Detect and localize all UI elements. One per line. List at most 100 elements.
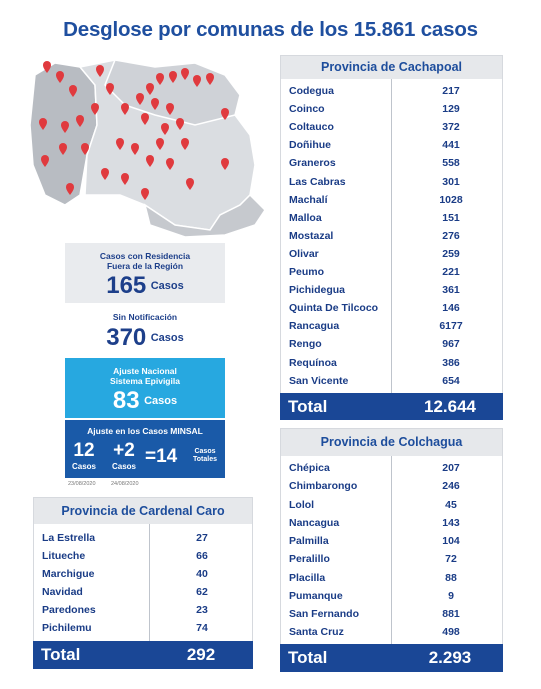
map-pin xyxy=(96,65,104,77)
map-pin xyxy=(106,83,114,95)
map-pins xyxy=(39,61,229,200)
box-result: =14 xyxy=(145,446,178,467)
map-pin xyxy=(59,143,67,155)
table-row: Pumanque 9 xyxy=(281,588,502,604)
map-province xyxy=(29,62,98,206)
box-unit: Casos xyxy=(144,395,178,407)
table-cardenal-caro: Provincia de Cardenal Caro La Estrella 27 L… xyxy=(33,497,253,669)
comuna-name: Graneros xyxy=(289,157,336,170)
comuna-cases: 1028 xyxy=(439,193,463,206)
table-row: Malloa 151 xyxy=(281,210,502,226)
comuna-cases: 221 xyxy=(442,266,460,278)
table-row: Chimbarongo 246 xyxy=(281,478,502,494)
comuna-name: Chépica xyxy=(289,462,330,474)
comuna-name: Coinco xyxy=(289,103,325,116)
comuna-name: Requínoa xyxy=(289,356,337,369)
table-row: Placilla 88 xyxy=(281,570,502,586)
comuna-name: Litueche xyxy=(42,549,86,562)
table-row: Nancagua 143 xyxy=(281,515,502,531)
map-pin xyxy=(166,103,174,115)
map-pin xyxy=(66,183,74,195)
comuna-cases: 246 xyxy=(442,480,460,493)
table-row: Rengo 967 xyxy=(281,336,502,352)
table-row: La Estrella 27 xyxy=(34,530,252,546)
comuna-cases: 45 xyxy=(445,498,457,511)
total-label: Total xyxy=(288,397,328,416)
comuna-cases: 146 xyxy=(442,302,460,315)
box-value: 165 xyxy=(106,272,147,299)
comuna-name: Coltauco xyxy=(289,121,334,134)
map-pin xyxy=(136,93,144,105)
comuna-cases: 23 xyxy=(196,603,208,616)
table-total: Total 292 xyxy=(33,641,253,669)
table-row: Santa Cruz 498 xyxy=(281,624,502,640)
table-row: Palmilla 104 xyxy=(281,533,502,549)
comuna-name: Olivar xyxy=(289,247,319,260)
comuna-cases: 361 xyxy=(442,284,460,297)
minsal-b: +2 Casos xyxy=(107,440,141,471)
comuna-name: San Fernando xyxy=(289,608,360,620)
comuna-name: Marchigue xyxy=(42,567,95,580)
map-pin xyxy=(151,98,159,110)
comuna-cases: 558 xyxy=(442,157,460,170)
table-row: Coltauco 372 xyxy=(281,119,502,135)
table-row: Lolol 45 xyxy=(281,497,502,513)
box-value: +2 xyxy=(113,440,135,461)
comuna-cases: 217 xyxy=(442,85,460,97)
comuna-name: Nancagua xyxy=(289,516,340,529)
map-pin xyxy=(56,71,64,83)
box-label: Sin Notificación xyxy=(112,312,178,322)
comuna-cases: 143 xyxy=(442,516,460,529)
map-pin xyxy=(41,155,49,167)
comuna-cases: 386 xyxy=(442,356,460,369)
comuna-name: Codegua xyxy=(289,85,334,97)
comuna-cases: 276 xyxy=(442,229,460,242)
comuna-cases: 259 xyxy=(442,247,460,260)
comuna-cases: 881 xyxy=(442,608,460,620)
comuna-name: San Vicente xyxy=(289,374,349,387)
comuna-cases: 104 xyxy=(442,535,460,547)
table-row: Chépica 207 xyxy=(281,460,502,476)
map-pin xyxy=(206,73,214,85)
box-unit: Casos xyxy=(71,462,96,471)
table-row: Graneros 558 xyxy=(281,155,502,171)
map-pin xyxy=(101,168,109,180)
comuna-name: Mostazal xyxy=(289,229,334,242)
box-result-unit: Casos Totales xyxy=(193,448,217,463)
comuna-name: Machalí xyxy=(289,193,328,206)
table-row: Coinco 129 xyxy=(281,101,502,117)
map-pin xyxy=(176,118,184,130)
table-row: Mostazal 276 xyxy=(281,228,502,244)
box-label: Ajuste Nacional Sistema Epivigila xyxy=(110,366,180,386)
map-pin xyxy=(69,85,77,97)
map-pin xyxy=(146,83,154,95)
comuna-cases: 372 xyxy=(442,121,460,134)
map-pin xyxy=(141,113,149,125)
comuna-name: Quinta De Tilcoco xyxy=(289,302,379,315)
table-row: Peralillo 72 xyxy=(281,551,502,567)
table-row: Requínoa 386 xyxy=(281,355,502,371)
table-row: Quinta De Tilcoco 146 xyxy=(281,300,502,316)
comuna-cases: 6177 xyxy=(439,320,463,333)
comuna-name: Rengo xyxy=(289,338,322,351)
comuna-cases: 654 xyxy=(442,374,460,387)
table-row: Pichidegua 361 xyxy=(281,282,502,298)
table-cachapoal: Provincia de Cachapoal Codegua 217 Coinco 12… xyxy=(280,55,503,420)
comuna-name: Malloa xyxy=(289,211,322,224)
table-row: Las Cabras 301 xyxy=(281,174,502,190)
table-row: Codegua 217 xyxy=(281,83,502,99)
map-pin xyxy=(221,158,229,170)
total-value: 292 xyxy=(186,645,216,664)
date-b: 24/08/2020 xyxy=(111,481,139,487)
map-pin xyxy=(146,155,154,167)
map-pin xyxy=(43,61,51,73)
table-header: Provincia de Cachapoal xyxy=(281,56,502,79)
map-pin xyxy=(121,103,129,115)
box-fuera: Casos con Residencia Fuera de la Región … xyxy=(65,243,225,303)
table-row: San Fernando 881 xyxy=(281,606,502,622)
comuna-name: Peumo xyxy=(289,266,325,278)
map-pin xyxy=(156,73,164,85)
column-divider xyxy=(149,524,150,641)
map-province xyxy=(143,193,266,238)
box-ajuste-nacional: Ajuste Nacional Sistema Epivigila 83 Cas… xyxy=(65,358,225,418)
